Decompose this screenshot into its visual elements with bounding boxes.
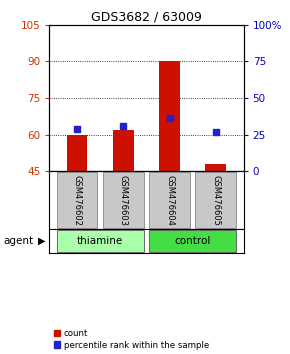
Text: GSM476604: GSM476604 bbox=[165, 175, 174, 225]
Text: control: control bbox=[175, 236, 211, 246]
Bar bbox=[205, 164, 226, 171]
FancyBboxPatch shape bbox=[57, 172, 97, 228]
Bar bbox=[159, 62, 180, 171]
Bar bbox=[113, 130, 134, 171]
FancyBboxPatch shape bbox=[57, 230, 144, 252]
FancyBboxPatch shape bbox=[149, 230, 236, 252]
Legend: count, percentile rank within the sample: count, percentile rank within the sample bbox=[54, 329, 209, 350]
FancyBboxPatch shape bbox=[103, 172, 144, 228]
Text: ▶: ▶ bbox=[38, 236, 45, 246]
Point bbox=[75, 126, 79, 131]
FancyBboxPatch shape bbox=[195, 172, 236, 228]
Point bbox=[121, 123, 126, 129]
FancyBboxPatch shape bbox=[149, 172, 190, 228]
Text: GSM476603: GSM476603 bbox=[119, 175, 128, 226]
Text: thiamine: thiamine bbox=[77, 236, 123, 246]
Text: GSM476602: GSM476602 bbox=[72, 175, 81, 225]
Text: GSM476605: GSM476605 bbox=[211, 175, 220, 225]
Text: agent: agent bbox=[3, 236, 33, 246]
Title: GDS3682 / 63009: GDS3682 / 63009 bbox=[91, 11, 202, 24]
Bar bbox=[67, 135, 88, 171]
Point bbox=[213, 130, 218, 135]
Point bbox=[167, 115, 172, 120]
